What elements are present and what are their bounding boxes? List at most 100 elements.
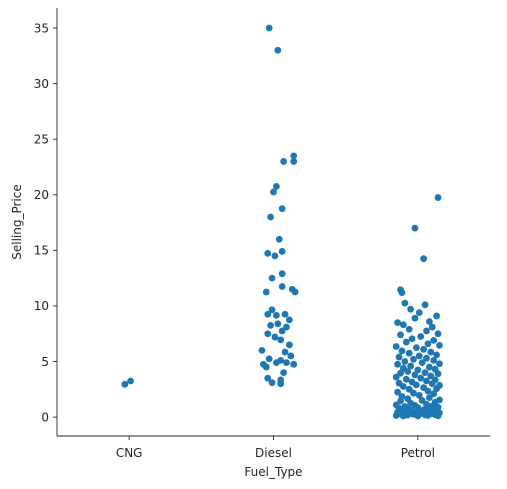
data-point [400,383,407,390]
data-point [267,213,275,221]
data-point [433,351,440,359]
data-point [394,360,402,368]
y-tick-label: 30 [34,77,49,91]
data-point [278,270,286,278]
data-point [267,321,275,329]
y-axis-ticks: 0 5 10 15 20 25 30 35 [34,21,57,424]
y-tick-label: 35 [34,21,49,35]
data-point [433,385,440,393]
data-point [280,158,288,165]
data-point [425,318,433,325]
data-point [290,360,298,368]
x-tick-label: Diesel [255,446,292,460]
data-point [401,299,409,307]
data-point [272,183,280,190]
data-point [430,357,438,364]
data-point [262,288,270,296]
data-point [277,336,285,344]
data-point [427,348,435,356]
data-point [421,369,429,377]
data-points [121,24,443,420]
data-point [272,311,280,319]
data-point [397,397,404,405]
data-point [420,345,428,353]
data-point [274,320,282,328]
data-point [434,412,442,420]
data-point [423,327,430,335]
data-point [402,338,410,346]
data-point [121,380,129,388]
data-point [392,343,400,350]
data-point [268,274,276,282]
y-axis-label: Selling_Price [10,184,24,260]
data-point [283,359,290,367]
x-tick-label: Petrol [401,446,435,460]
data-point [414,366,422,374]
data-point [258,347,266,354]
data-point [402,375,410,383]
y-tick-label: 15 [34,244,49,258]
data-point [397,369,404,377]
data-point [278,283,286,290]
data-point [412,381,420,389]
x-axis-label: Fuel_Type [244,465,302,479]
data-point [268,306,276,314]
data-point [405,349,413,357]
data-point [264,330,272,338]
data-point [127,377,135,385]
data-point [398,347,406,355]
data-point [394,388,402,396]
y-tick-label: 0 [41,410,49,424]
data-point [410,355,417,363]
data-point [407,305,415,313]
data-point [281,310,289,318]
data-point [398,289,406,296]
data-point [280,369,288,377]
data-point [392,373,400,381]
data-point [274,46,282,54]
data-point [407,407,415,414]
y-tick-label: 10 [34,299,49,313]
data-point [290,158,298,165]
data-point [405,385,413,393]
data-point [407,362,415,370]
data-point [268,379,276,387]
data-point [394,319,402,327]
data-point [415,352,423,360]
data-point [395,353,403,361]
data-point [405,325,413,333]
data-point [264,249,272,257]
data-point [428,323,436,331]
data-point [427,372,435,380]
data-point [401,358,409,365]
data-point [436,341,443,349]
data-point [397,331,404,339]
data-point [392,412,400,419]
data-point [265,24,273,32]
data-point [411,314,419,322]
data-point [287,352,295,360]
data-point [424,340,432,348]
data-point [425,363,433,371]
data-point [264,374,272,382]
data-point [278,248,286,255]
data-point [430,390,438,398]
y-tick-label: 5 [41,355,49,369]
data-point [281,348,289,356]
data-point [270,188,277,196]
x-tick-label: CNG [116,446,143,460]
data-point [412,344,420,352]
data-point [415,392,423,399]
x-axis-ticks: CNG Diesel Petrol [116,436,435,460]
data-point [415,309,423,317]
data-point [418,359,426,367]
data-point [410,389,417,397]
data-point [423,377,430,385]
data-point [414,412,422,420]
data-point [400,321,407,329]
data-point [275,235,283,243]
data-point [430,336,438,344]
data-point [265,355,273,363]
data-point [436,360,443,368]
data-point [428,408,436,416]
